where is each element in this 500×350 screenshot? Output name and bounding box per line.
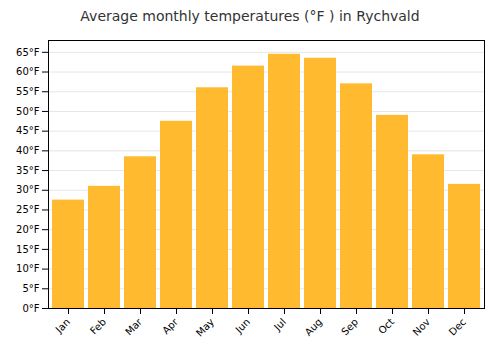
svg-text:Jan: Jan <box>53 316 72 335</box>
svg-text:30°F: 30°F <box>16 184 40 195</box>
svg-text:Aug: Aug <box>303 316 325 338</box>
svg-text:25°F: 25°F <box>16 204 40 215</box>
svg-text:50°F: 50°F <box>16 106 40 117</box>
svg-text:Oct: Oct <box>376 316 396 336</box>
svg-text:15°F: 15°F <box>16 244 40 255</box>
svg-text:65°F: 65°F <box>16 47 40 58</box>
svg-text:35°F: 35°F <box>16 165 40 176</box>
html-text:Average monthly temperatures (: Average monthly temperatures (°F ) in Ry… <box>80 8 420 24</box>
svg-text:55°F: 55°F <box>16 86 40 97</box>
svg-text:40°F: 40°F <box>16 145 40 156</box>
svg-text:Nov: Nov <box>411 316 433 338</box>
svg-text:45°F: 45°F <box>16 125 40 136</box>
svg-text:Feb: Feb <box>88 316 108 336</box>
svg-text:Jun: Jun <box>233 316 253 336</box>
svg-text:May: May <box>194 316 216 338</box>
svg-text:Jul: Jul <box>271 316 288 333</box>
svg-text:10°F: 10°F <box>16 263 40 274</box>
svg-text:Apr: Apr <box>160 316 181 337</box>
svg-text:60°F: 60°F <box>16 66 40 77</box>
svg-text:Dec: Dec <box>447 316 468 337</box>
svg-text:Mar: Mar <box>123 316 145 338</box>
svg-text:5°F: 5°F <box>22 283 39 294</box>
svg-text:0°F: 0°F <box>22 303 39 314</box>
svg-text:Sep: Sep <box>339 316 360 337</box>
svg-text:20°F: 20°F <box>16 224 40 235</box>
